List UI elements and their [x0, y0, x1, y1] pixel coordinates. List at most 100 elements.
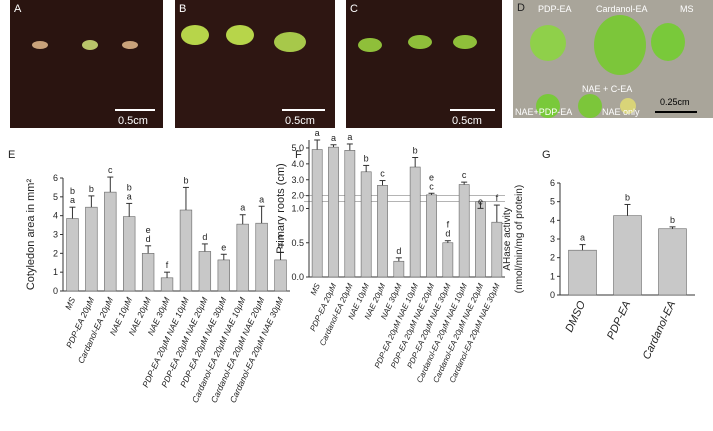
- y-axis-label: Cotyledon area in mm²: [25, 179, 37, 291]
- scale-label: 0.5cm: [285, 115, 315, 127]
- significance-letter: a: [259, 194, 264, 204]
- significance-letter: a: [315, 128, 320, 138]
- significance-letter: e: [221, 242, 226, 252]
- significance-letter: a: [580, 233, 585, 243]
- significance-letter: f: [166, 260, 169, 270]
- y-tick-label: 2.0: [291, 191, 304, 201]
- bar: [458, 184, 470, 278]
- axis-break: [305, 195, 509, 202]
- bar: [255, 222, 268, 292]
- panel-label: A: [14, 3, 22, 15]
- significance-letter: b: [625, 192, 630, 202]
- panel-label: C: [350, 3, 358, 15]
- significance-letter: c: [380, 169, 385, 179]
- bar: [85, 206, 98, 292]
- photo-text: NAE only: [602, 107, 640, 117]
- y-tick-label: 4.0: [291, 159, 304, 169]
- bar: [141, 253, 155, 292]
- significance-letter: a: [331, 133, 336, 143]
- significance-letter: c: [462, 170, 467, 180]
- photo-c: [346, 0, 502, 128]
- significance-letter: b: [127, 182, 132, 192]
- significance-letter: e: [278, 231, 283, 241]
- photo-b: [175, 0, 335, 128]
- bar: [311, 149, 323, 278]
- panel-label: D: [517, 2, 525, 14]
- bar: [658, 228, 687, 296]
- seedlings: [32, 15, 685, 118]
- y-tick-label: 0.5: [291, 238, 304, 248]
- photo-text: MS: [680, 4, 694, 14]
- y-tick-label: 6: [53, 173, 58, 183]
- y-tick-label: 2: [53, 248, 58, 258]
- bar: [123, 216, 136, 292]
- significance-letter: d: [445, 229, 450, 239]
- significance-letter: b: [364, 153, 369, 163]
- bar: [198, 251, 212, 292]
- significance-letter: a: [240, 203, 245, 213]
- panel-label: E: [8, 149, 15, 161]
- y-tick-label: 5: [53, 192, 58, 202]
- x-tick-label: MS: [63, 295, 78, 311]
- bar: [442, 242, 454, 278]
- significance-letter: d: [146, 234, 151, 244]
- significance-letter: b: [413, 145, 418, 155]
- significance-letter: f: [496, 193, 499, 203]
- y-tick-label: 5.0: [291, 143, 304, 153]
- scale-label: 0.5cm: [118, 115, 148, 127]
- bar: [104, 191, 117, 292]
- y-axis-label: Primary roots (cm): [275, 163, 287, 253]
- photo-text: NAE+PDP-EA: [515, 107, 572, 117]
- y-tick-label: 3: [53, 230, 58, 240]
- photo-text: Cardanol-EA: [596, 4, 648, 14]
- bar: [160, 277, 174, 292]
- significance-letter: e: [478, 196, 483, 206]
- bar: [613, 215, 642, 296]
- chart-g: G 0 1 2 3 4 5 6 AHase activity (nmol/min/mg of pr…: [502, 149, 695, 361]
- x-tick-label: MS: [309, 281, 323, 296]
- y-axis-label: (nmol/min/mg of protein): [514, 185, 525, 293]
- bar: [360, 171, 372, 278]
- significance-letter: b: [670, 215, 675, 225]
- bar: [179, 209, 193, 292]
- bar: [491, 221, 503, 278]
- bar: [274, 259, 287, 292]
- significance-letter: d: [396, 246, 401, 256]
- significance-letter: f: [447, 220, 450, 230]
- y-tick-label: 4: [53, 211, 58, 221]
- scale-label: 0.25cm: [660, 97, 690, 107]
- y-tick-label: 3: [550, 234, 555, 244]
- photo-a: [10, 0, 163, 128]
- significance-letter: d: [202, 232, 207, 242]
- significance-letter: c: [108, 165, 113, 175]
- significance-letter: a: [347, 132, 352, 142]
- bar: [409, 166, 421, 278]
- y-tick-label: 1.0: [291, 204, 304, 214]
- bar: [568, 249, 597, 296]
- bar: [217, 259, 230, 292]
- bar: [475, 201, 486, 278]
- y-tick-label: 0.0: [291, 272, 304, 282]
- significance-letter: b: [70, 186, 75, 196]
- bar: [66, 218, 79, 292]
- significance-letter: a: [70, 195, 75, 205]
- y-tick-label: 4: [550, 215, 555, 225]
- significance-letter: c: [429, 181, 434, 191]
- significance-letter: b: [183, 175, 188, 185]
- bar: [328, 146, 339, 278]
- panel-label: G: [542, 149, 551, 161]
- photo-text: PDP-EA: [538, 4, 572, 14]
- x-tick-label: PDP-EA: [605, 299, 633, 341]
- y-tick-label: 1: [53, 267, 58, 277]
- x-tick-label: DMSO: [563, 299, 588, 334]
- significance-letter: a: [127, 191, 132, 201]
- y-tick-label: 6: [550, 178, 555, 188]
- panel-label: B: [179, 3, 186, 15]
- x-tick-label: Cardanol-EA: [641, 299, 678, 361]
- bar: [377, 185, 388, 278]
- bar: [236, 223, 249, 292]
- y-tick-label: 1: [550, 271, 555, 281]
- y-tick-label: 2: [550, 253, 555, 263]
